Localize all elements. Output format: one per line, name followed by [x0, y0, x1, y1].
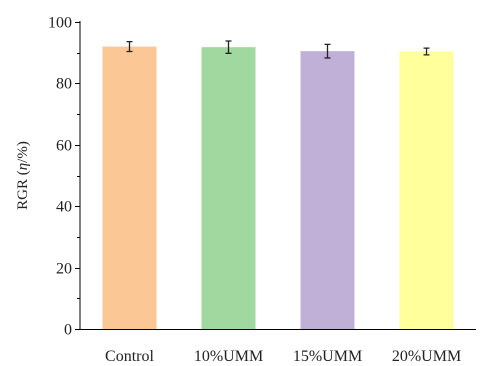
y-axis-ticks: 0 20 40 60 80 100 — [48, 15, 80, 339]
y-axis-label-symbol: η — [15, 163, 31, 170]
error-bar — [423, 47, 430, 56]
y-tick-label: 80 — [56, 76, 72, 93]
y-tick-label: 100 — [48, 15, 72, 32]
error-bars-group — [126, 40, 430, 59]
error-bar — [225, 40, 232, 54]
x-tick-label: 15%UMM — [293, 348, 362, 365]
y-tick-label: 0 — [64, 322, 72, 339]
error-bar — [324, 43, 331, 59]
bar — [300, 51, 355, 329]
x-tick-label: 20%UMM — [392, 348, 461, 365]
x-axis-labels: Control 10%UMM 15%UMM 20%UMM — [105, 348, 461, 365]
y-axis-label: RGR (η/%) — [15, 141, 31, 210]
bar — [201, 47, 256, 329]
y-tick-label: 60 — [56, 138, 72, 155]
y-axis-label-suffix: /%) — [15, 141, 31, 163]
bar — [102, 46, 157, 330]
x-tick-label: 10%UMM — [194, 348, 263, 365]
x-tick-label: Control — [105, 348, 154, 365]
bar — [399, 51, 454, 330]
error-bar — [126, 40, 133, 53]
y-tick-label: 20 — [56, 261, 72, 278]
y-tick-label: 40 — [56, 199, 72, 216]
bars-group — [102, 46, 454, 330]
y-axis-label-prefix: RGR ( — [15, 170, 31, 210]
